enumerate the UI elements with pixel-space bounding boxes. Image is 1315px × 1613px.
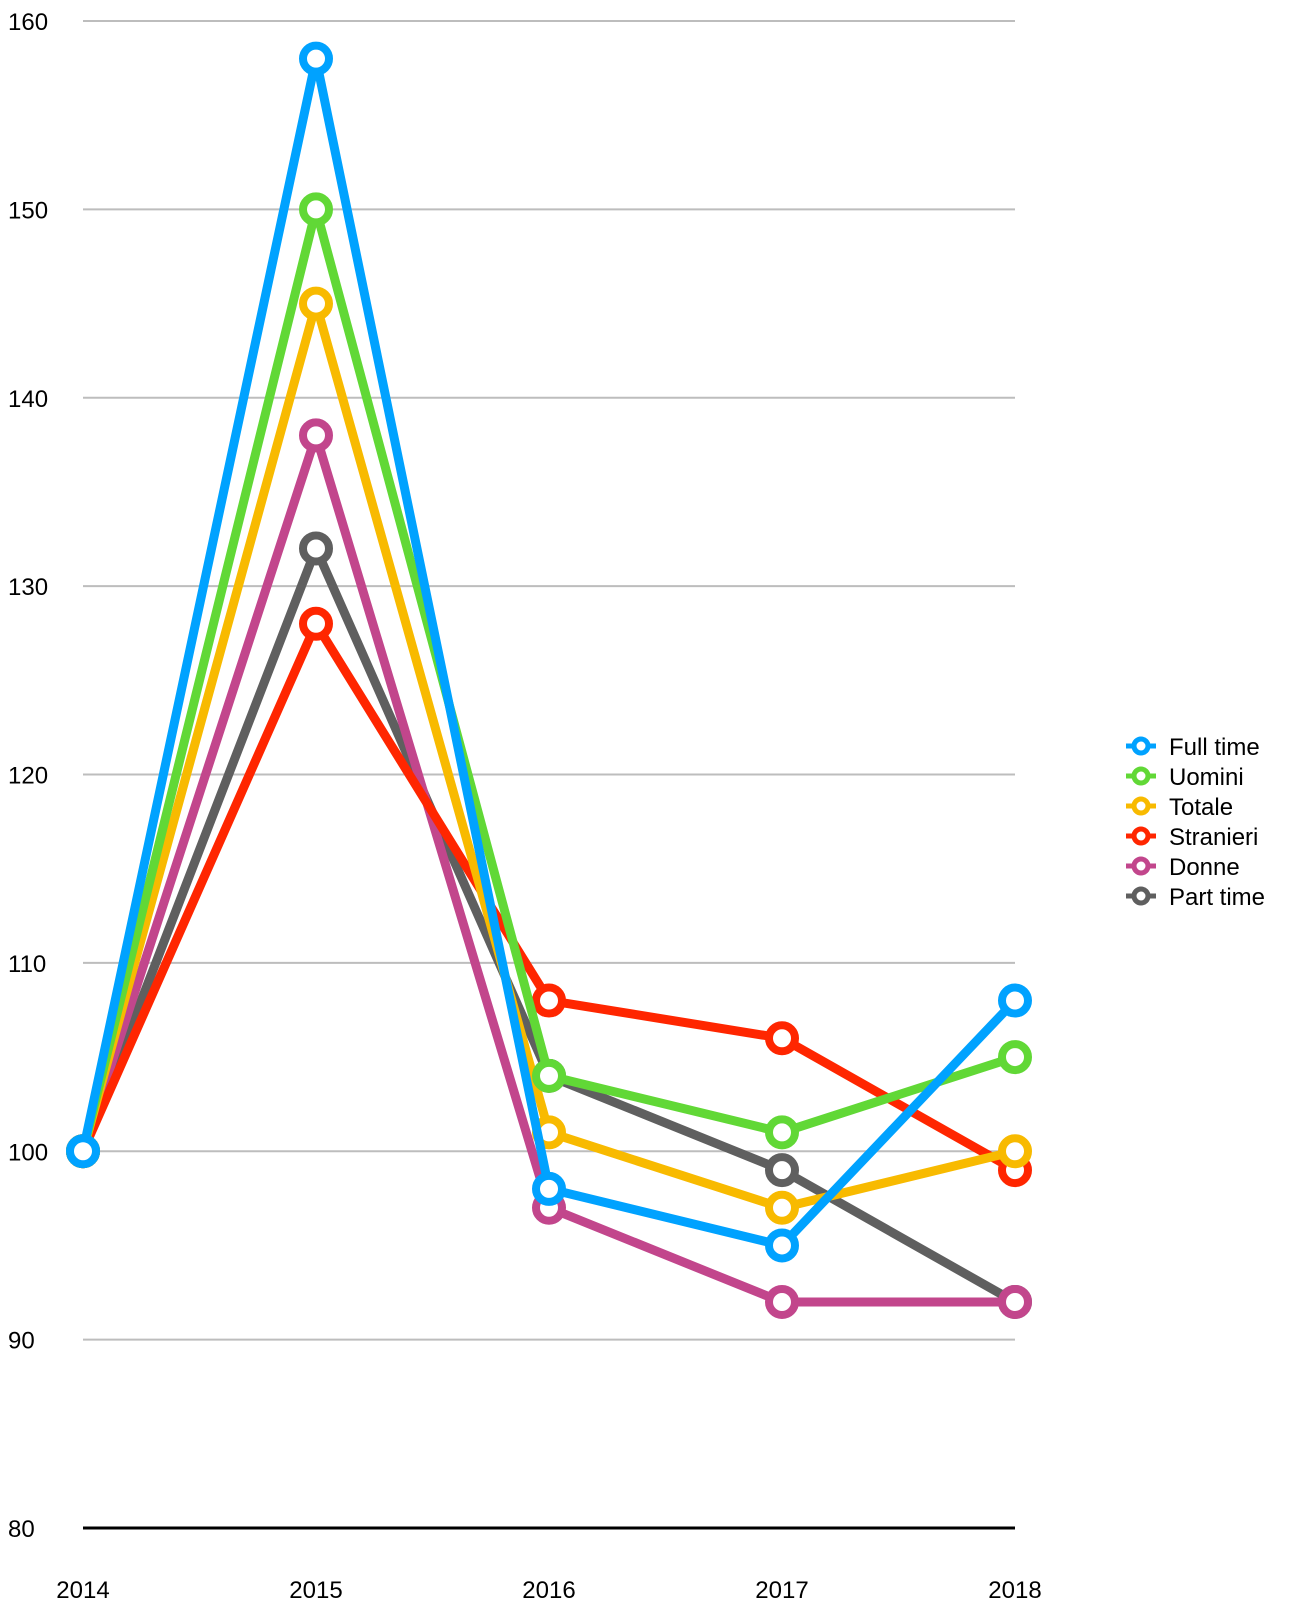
x-tick-label: 2018 <box>988 1577 1041 1604</box>
x-tick-label: 2017 <box>755 1577 808 1604</box>
data-point-stranieri-2017 <box>765 1021 799 1056</box>
data-point-uomini-2015 <box>299 192 333 227</box>
legend-swatch-marker <box>1131 736 1151 756</box>
data-point-totale-2017 <box>765 1190 799 1225</box>
data-point-stranieri-2015 <box>299 606 333 641</box>
data-point-full-time-2017 <box>765 1228 799 1263</box>
y-tick-label: 130 <box>8 574 48 601</box>
legend-label: Totale <box>1169 794 1233 821</box>
legend-swatch-marker <box>1131 856 1151 876</box>
data-point-full-time-2015 <box>299 41 333 76</box>
y-tick-label: 110 <box>8 951 46 978</box>
data-point-stranieri-2016 <box>532 983 566 1018</box>
y-tick-label: 160 <box>8 9 48 36</box>
data-point-full-time-2018 <box>998 983 1032 1018</box>
data-point-totale-2015 <box>299 286 333 321</box>
legend-item-donne: Donne <box>1126 854 1240 881</box>
y-tick-label: 150 <box>8 197 48 224</box>
x-axis-tick-labels: 2014 2015 2016 2017 2018 <box>56 1577 1041 1604</box>
data-point-part-time-2017 <box>765 1153 799 1188</box>
x-tick-label: 2016 <box>522 1577 575 1604</box>
data-point-full-time-2016 <box>532 1171 566 1206</box>
data-point-donne-2017 <box>765 1284 799 1319</box>
y-tick-label: 90 <box>8 1328 35 1355</box>
legend-item-full-time: Full time <box>1126 734 1260 761</box>
y-tick-label: 140 <box>8 386 48 413</box>
x-tick-label: 2014 <box>56 1577 109 1604</box>
legend-swatch-marker <box>1131 886 1151 906</box>
data-point-uomini-2017 <box>765 1115 799 1150</box>
data-point-part-time-2015 <box>299 531 333 566</box>
legend-swatch-marker <box>1131 796 1151 816</box>
legend-item-totale: Totale <box>1126 794 1233 821</box>
y-tick-label: 80 <box>8 1516 35 1543</box>
legend-swatch-marker <box>1131 826 1151 846</box>
y-axis-tick-labels: 80 90 100 110 120 130 140 150 160 <box>8 9 48 1543</box>
series-full-time <box>66 41 1032 1263</box>
legend-label: Donne <box>1169 854 1240 881</box>
data-point-uomini-2016 <box>532 1058 566 1093</box>
legend-item-uomini: Uomini <box>1126 764 1244 791</box>
data-point-uomini-2018 <box>998 1040 1032 1075</box>
legend: Full time Uomini Totale Stranieri Donne Part … <box>1126 734 1265 911</box>
legend-item-part-time: Part time <box>1126 884 1265 911</box>
legend-label: Stranieri <box>1169 824 1258 851</box>
data-point-donne-2015 <box>299 418 333 453</box>
legend-swatch-marker <box>1131 766 1151 786</box>
x-tick-label: 2015 <box>289 1577 342 1604</box>
legend-label: Uomini <box>1169 764 1244 791</box>
legend-label: Full time <box>1169 734 1260 761</box>
legend-item-stranieri: Stranieri <box>1126 824 1258 851</box>
y-tick-label: 120 <box>8 763 48 790</box>
data-point-full-time-2014 <box>66 1134 100 1169</box>
data-point-donne-2018 <box>998 1284 1032 1319</box>
y-tick-label: 100 <box>8 1139 48 1166</box>
series-lines <box>66 41 1032 1319</box>
legend-label: Part time <box>1169 884 1265 911</box>
data-point-totale-2018 <box>998 1134 1032 1169</box>
